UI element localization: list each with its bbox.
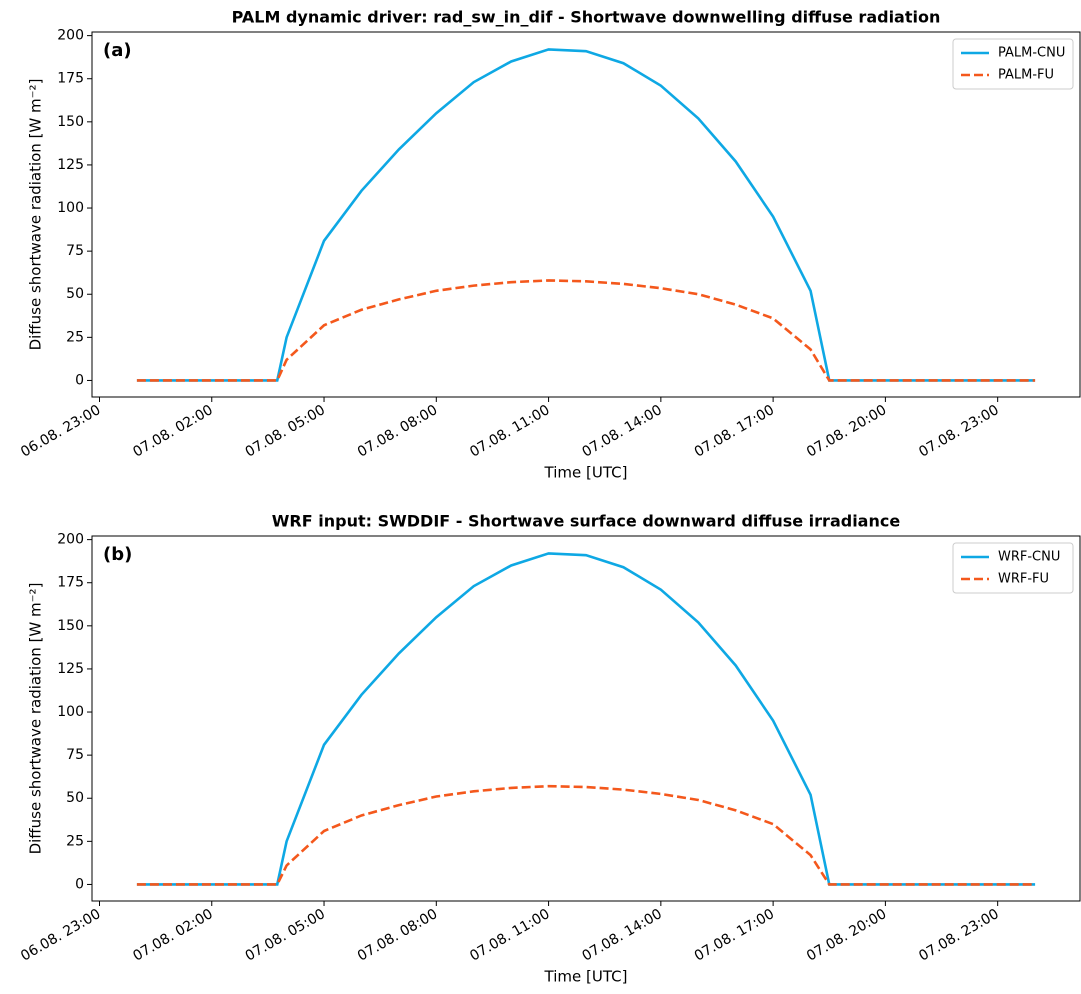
y-tick-label: 100 (57, 200, 84, 216)
data-line (136, 784, 1036, 886)
y-tick-label: 50 (66, 286, 84, 302)
y-tick-label: 200 (57, 532, 84, 548)
data-line (136, 48, 1036, 382)
y-tick-label: 125 (57, 661, 84, 677)
chart-title: WRF input: SWDDIF - Shortwave surface do… (272, 512, 901, 531)
y-tick-label: 0 (75, 876, 84, 892)
x-tick-label: 07.08. 14:00 (579, 402, 664, 461)
y-tick-label: 75 (66, 243, 84, 259)
y-tick-label: 200 (57, 28, 84, 44)
chart-title: PALM dynamic driver: rad_sw_in_dif - Sho… (232, 8, 941, 27)
y-tick-label: 125 (57, 157, 84, 173)
x-tick-label: 07.08. 08:00 (355, 402, 440, 461)
legend-box (952, 542, 1074, 594)
x-tick-label: 07.08. 14:00 (579, 906, 664, 965)
y-tick-label: 75 (66, 747, 84, 763)
x-tick-label: 07.08. 23:00 (916, 402, 1001, 461)
x-tick-label: 07.08. 05:00 (243, 402, 328, 461)
x-tick-label: 07.08. 20:00 (804, 906, 889, 965)
x-tick-label: 07.08. 23:00 (916, 906, 1001, 965)
x-tick-label: 07.08. 08:00 (355, 906, 440, 965)
panel-label: (b) (103, 544, 132, 565)
y-tick-label: 50 (66, 790, 84, 806)
y-tick-label: 25 (66, 833, 84, 849)
y-tick-label: 150 (57, 114, 84, 130)
legend-label: PALM-CNU (998, 46, 1065, 61)
x-tick-label: 07.08. 11:00 (467, 402, 552, 461)
y-tick-label: 0 (75, 372, 84, 388)
x-tick-label: 06.08. 23:00 (18, 402, 103, 461)
y-axis-label: Diffuse shortwave radiation [W m⁻²] (27, 583, 45, 855)
y-tick-label: 175 (57, 575, 84, 591)
data-line (136, 552, 1036, 886)
x-tick-label: 07.08. 17:00 (692, 402, 777, 461)
y-tick-label: 150 (57, 618, 84, 634)
plot-frame (91, 535, 1081, 902)
y-axis-label: Diffuse shortwave radiation [W m⁻²] (27, 79, 45, 351)
x-tick-label: 07.08. 20:00 (804, 402, 889, 461)
y-tick-label: 100 (57, 704, 84, 720)
legend-box (952, 38, 1074, 90)
x-axis-label: Time [UTC] (544, 464, 628, 482)
y-tick-label: 175 (57, 71, 84, 87)
x-tick-label: 07.08. 11:00 (467, 906, 552, 965)
plot-frame (91, 31, 1081, 398)
x-tick-label: 07.08. 02:00 (130, 906, 215, 965)
legend-label: WRF-FU (998, 572, 1049, 587)
x-tick-label: 07.08. 05:00 (243, 906, 328, 965)
panel-label: (a) (103, 40, 132, 61)
data-line (136, 279, 1036, 382)
x-tick-label: 07.08. 17:00 (692, 906, 777, 965)
x-tick-label: 06.08. 23:00 (18, 906, 103, 965)
x-tick-label: 07.08. 02:00 (130, 402, 215, 461)
legend-label: WRF-CNU (998, 550, 1060, 565)
x-axis-label: Time [UTC] (544, 968, 628, 986)
legend-label: PALM-FU (998, 68, 1054, 83)
y-tick-label: 25 (66, 329, 84, 345)
